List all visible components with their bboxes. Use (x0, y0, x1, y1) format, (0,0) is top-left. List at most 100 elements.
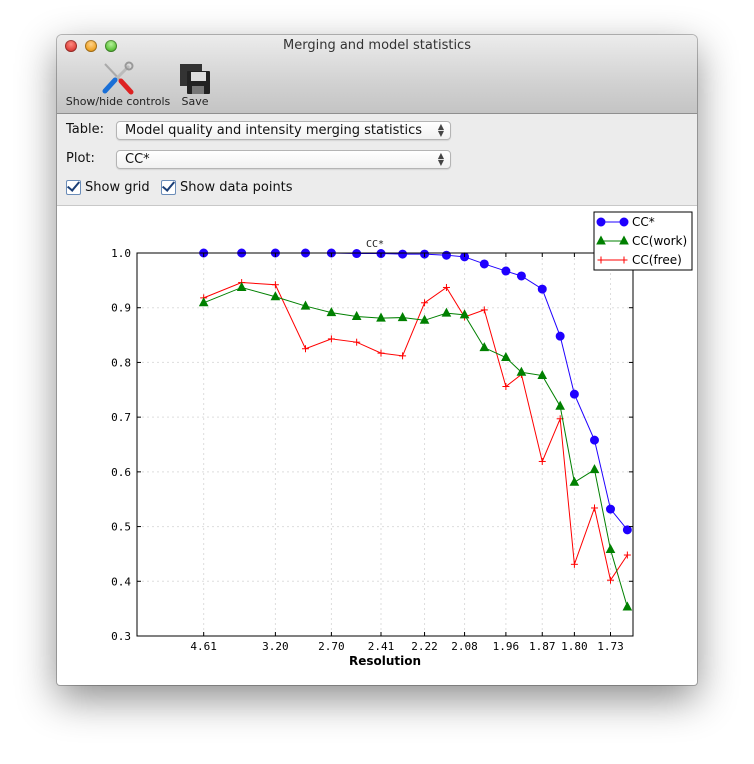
data-point-triangle (619, 235, 629, 245)
data-point-triangle (501, 351, 511, 362)
close-button[interactable] (65, 40, 77, 52)
x-tick-label: 1.80 (561, 640, 588, 653)
y-tick-label: 0.8 (111, 356, 131, 369)
data-point-triangle (397, 312, 408, 322)
data-point-circle (606, 504, 616, 514)
data-point-plus (377, 349, 385, 357)
x-tick-label: 2.22 (411, 640, 438, 653)
title-bar: Merging and model statistics Show/hide c… (57, 35, 697, 114)
data-point-triangle (441, 307, 452, 317)
data-point-plus (302, 345, 310, 353)
data-point-circle (537, 284, 547, 294)
table-select-value: Model quality and intensity merging stat… (125, 123, 423, 138)
series-line (203, 282, 628, 582)
data-point-triangle (351, 310, 362, 320)
x-axis-label: Resolution (349, 654, 421, 668)
x-tick-label: 2.41 (368, 640, 395, 653)
data-point-triangle (479, 342, 490, 352)
window-title: Merging and model statistics (283, 38, 471, 53)
data-point-plus (327, 335, 335, 343)
data-point-plus (538, 457, 546, 465)
data-point-plus (570, 560, 578, 568)
show-hide-controls-label: Show/hide controls (65, 95, 171, 108)
zoom-button[interactable] (105, 40, 117, 52)
series-line (203, 286, 628, 608)
data-point-triangle (198, 297, 209, 307)
data-point-circle (516, 271, 526, 281)
legend-label: CC* (632, 215, 655, 229)
x-tick-label: 1.73 (597, 640, 624, 653)
data-point-circle (589, 435, 599, 445)
show-grid-label: Show grid (85, 180, 150, 195)
x-tick-label: 4.61 (190, 640, 217, 653)
y-tick-label: 0.7 (111, 411, 131, 424)
show-grid-checkbox[interactable]: Show grid (66, 180, 150, 195)
data-point-circle (352, 249, 362, 259)
data-point-plus (271, 281, 279, 289)
controls-panel: Table: Model quality and intensity mergi… (57, 114, 697, 206)
data-point-plus (620, 256, 628, 264)
data-point-triangle (419, 314, 430, 324)
window: Merging and model statistics Show/hide c… (57, 35, 697, 685)
show-data-points-label: Show data points (180, 180, 293, 195)
legend-label: CC(work) (632, 234, 687, 248)
y-tick-label: 0.6 (111, 466, 131, 479)
minimize-button[interactable] (85, 40, 97, 52)
y-tick-label: 0.9 (111, 302, 131, 315)
data-point-circle (596, 217, 606, 227)
plot-frame (136, 252, 634, 637)
x-tick-label: 2.08 (451, 640, 478, 653)
data-point-plus (353, 338, 361, 346)
data-point-plus (399, 352, 407, 360)
data-point-triangle (555, 400, 566, 410)
show-hide-controls-button[interactable]: Show/hide controls (65, 61, 171, 108)
checkbox-checked-icon (161, 180, 176, 195)
data-point-triangle (459, 309, 470, 319)
save-label: Save (181, 95, 209, 108)
plot-select-value: CC* (125, 152, 150, 167)
plot-label: Plot: (66, 151, 95, 166)
plot-select[interactable]: CC* ▲ ▼ (116, 150, 451, 169)
checkbox-checked-icon (66, 180, 81, 195)
x-tick-label: 3.20 (262, 640, 289, 653)
data-point-triangle (622, 601, 633, 611)
tools-icon (102, 61, 134, 95)
table-select[interactable]: Model quality and intensity merging stat… (116, 121, 451, 140)
data-point-triangle (596, 235, 606, 245)
x-tick-label: 1.87 (529, 640, 556, 653)
data-point-plus (623, 551, 631, 559)
data-point-triangle (605, 543, 616, 554)
floppy-disk-icon (180, 64, 210, 94)
y-tick-label: 0.3 (111, 630, 131, 643)
data-point-circle (501, 266, 511, 276)
data-point-triangle (516, 366, 527, 376)
data-point-plus (607, 576, 615, 584)
updown-arrows-icon: ▲ ▼ (437, 122, 444, 138)
updown-arrows-icon: ▲ ▼ (437, 151, 444, 167)
data-point-plus (597, 256, 605, 264)
data-point-triangle (300, 300, 311, 310)
y-tick-label: 1.0 (111, 247, 131, 260)
data-point-triangle (569, 476, 580, 486)
show-data-points-checkbox[interactable]: Show data points (161, 180, 293, 195)
save-button[interactable]: Save (177, 61, 213, 108)
data-point-circle (479, 259, 489, 269)
data-point-plus (502, 383, 510, 391)
data-point-triangle (326, 307, 337, 317)
data-point-plus (480, 306, 488, 314)
x-tick-label: 2.70 (318, 640, 345, 653)
data-point-triangle (270, 291, 281, 301)
data-point-circle (619, 217, 629, 227)
y-tick-label: 0.4 (111, 575, 131, 588)
data-point-circle (398, 249, 408, 259)
data-point-circle (555, 331, 565, 341)
x-tick-label: 1.96 (493, 640, 520, 653)
data-point-triangle (376, 312, 386, 322)
data-point-plus (590, 504, 598, 512)
data-point-triangle (589, 464, 600, 474)
data-point-triangle (236, 281, 247, 291)
chart-title: CC* (366, 239, 384, 250)
data-point-plus (421, 299, 429, 307)
data-point-triangle (537, 369, 548, 380)
